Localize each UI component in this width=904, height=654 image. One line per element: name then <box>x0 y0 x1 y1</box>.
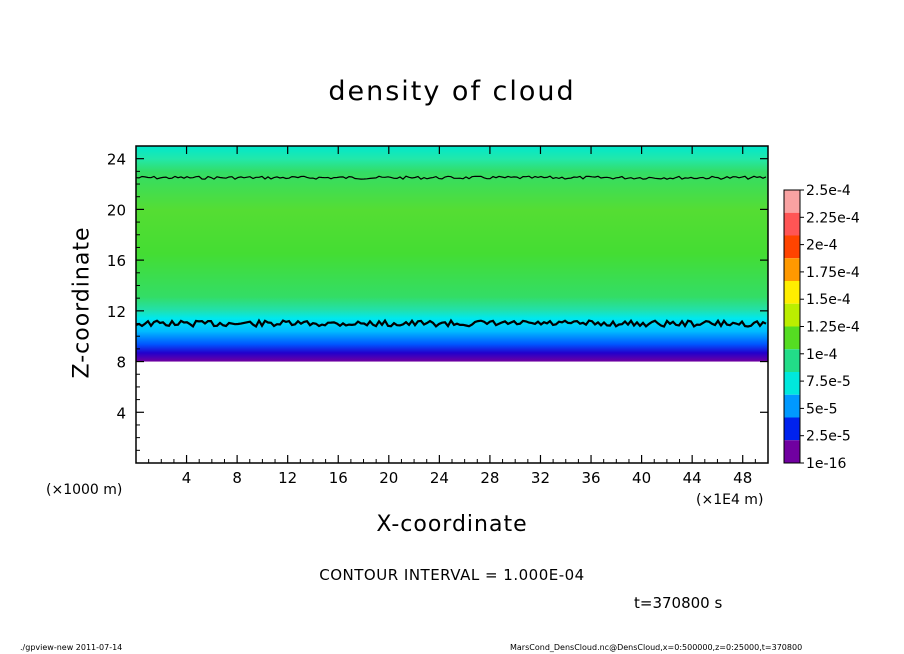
x-unit-note: (×1000 m) <box>46 482 123 498</box>
x-tick-label: 40 <box>632 469 651 487</box>
footer-left: ./gpview-new 2011-07-14 <box>20 643 123 652</box>
y-tick-label: 8 <box>116 354 126 372</box>
time-text: t=370800 s <box>634 594 723 612</box>
colorbar-label: 2.5e-4 <box>806 183 851 199</box>
x-tick-label: 20 <box>379 469 398 487</box>
x-tick-label: 24 <box>430 469 449 487</box>
colorbar-swatch <box>784 235 800 259</box>
colorbar-label: 1.25e-4 <box>806 320 860 336</box>
x-tick-label: 32 <box>531 469 550 487</box>
colorbar-swatch <box>784 281 800 304</box>
x-tick-label: 36 <box>581 469 600 487</box>
x-tick-label: 16 <box>329 469 348 487</box>
colorbar-label: 2e-4 <box>806 238 838 254</box>
y-axis-label: Z-coordinate <box>69 226 95 379</box>
x-tick-label: 28 <box>480 469 499 487</box>
y-tick-label: 20 <box>107 201 126 219</box>
colorbar-label: 2.5e-5 <box>806 429 851 445</box>
colorbar-label: 1e-16 <box>806 456 846 472</box>
footer-right: MarsCond_DensCloud.nc@DensCloud,x=0:5000… <box>510 643 803 652</box>
y-tick-label: 24 <box>107 151 126 169</box>
y-tick-label: 4 <box>116 404 126 422</box>
chart-title: density of cloud <box>328 76 576 107</box>
colorbar-swatch <box>784 417 800 441</box>
colorbar-swatch <box>784 394 800 418</box>
colorbar-swatch <box>784 349 800 372</box>
colorbar-label: 5e-5 <box>806 401 837 417</box>
x-tick-label: 8 <box>232 469 242 487</box>
colorbar-swatch <box>784 326 800 350</box>
colorbar-swatch <box>784 440 800 463</box>
contour-line-upper <box>135 175 767 180</box>
x-tick-label: 48 <box>733 469 752 487</box>
colorbar-label: 7.5e-5 <box>806 374 851 390</box>
colorbar-swatch <box>784 372 800 395</box>
x-axis-label: X-coordinate <box>376 512 528 537</box>
x-tick-label: 44 <box>683 469 702 487</box>
y-tick-label: 12 <box>107 303 126 321</box>
colorbar-swatch <box>784 303 800 327</box>
colorbar-swatch <box>784 258 800 281</box>
y-tick-label: 16 <box>107 252 126 270</box>
colorbar-swatch <box>784 212 800 236</box>
x-scale-note: (×1E4 m) <box>696 492 764 508</box>
contour-interval-text: CONTOUR INTERVAL = 1.000E-04 <box>319 566 585 584</box>
colorbar-label: 2.25e-4 <box>806 210 860 226</box>
x-tick-label: 12 <box>278 469 297 487</box>
colorbar-label: 1.75e-4 <box>806 265 860 281</box>
colorbar-label: 1.5e-4 <box>806 292 851 308</box>
colorbar-swatch <box>784 190 800 213</box>
x-tick-label: 4 <box>182 469 192 487</box>
contour-line-lower <box>135 318 767 329</box>
colorbar-label: 1e-4 <box>806 347 838 363</box>
